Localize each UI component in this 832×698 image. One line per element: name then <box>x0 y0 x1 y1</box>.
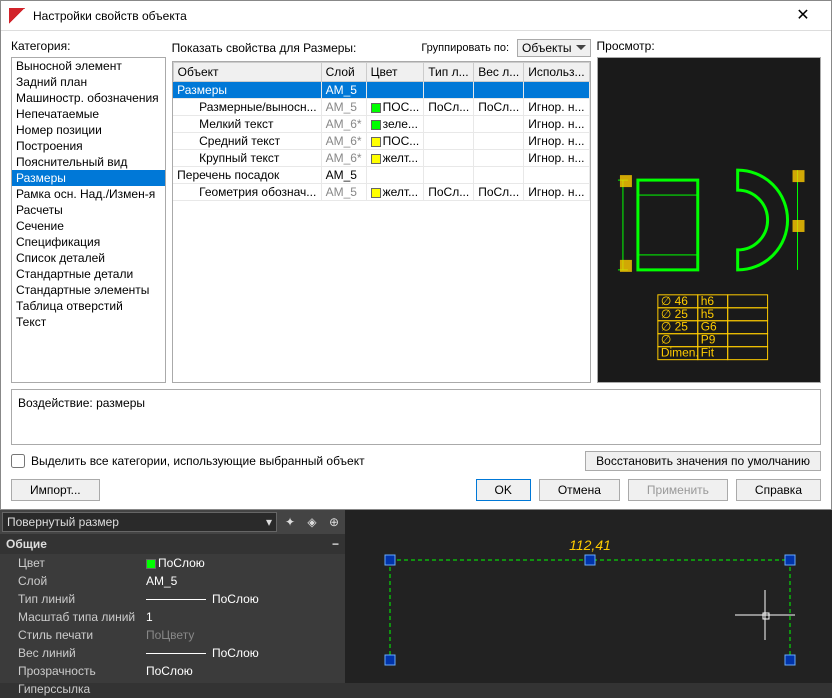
palette-row[interactable]: Масштаб типа линий1 <box>0 608 345 626</box>
help-button[interactable]: Справка <box>736 479 821 501</box>
svg-text:∅ 25: ∅ 25 <box>660 320 687 334</box>
group-by-select[interactable]: Объекты <box>517 39 591 57</box>
grid-row[interactable]: Геометрия обознач...AM_5желт...ПоСл...По… <box>173 184 589 201</box>
impact-box: Воздействие: размеры <box>11 389 821 445</box>
palette-object-select[interactable]: Повернутый размер ▾ <box>2 512 277 532</box>
app-icon <box>9 8 25 24</box>
category-item[interactable]: Спецификация <box>12 234 165 250</box>
palette-row[interactable]: Стиль печатиПоЦвету <box>0 626 345 644</box>
category-item[interactable]: Рамка осн. Над./Измен-я <box>12 186 165 202</box>
category-item[interactable]: Построения <box>12 138 165 154</box>
bottom-pane: Повернутый размер ▾ ✦ ◈ ⊕ Общие − ЦветПо… <box>0 510 832 683</box>
category-item[interactable]: Размеры <box>12 170 165 186</box>
category-item[interactable]: Номер позиции <box>12 122 165 138</box>
grid-column-header[interactable]: Слой <box>321 63 366 82</box>
svg-text:∅ 46: ∅ 46 <box>660 294 687 308</box>
grid-row[interactable]: Мелкий текстAM_6*зеле...Игнор. н... <box>173 116 589 133</box>
titlebar: Настройки свойств объекта ✕ <box>1 1 831 31</box>
preview-canvas: ∅ 46 h6 ∅ 25 h5 ∅ 25 G6 ∅ P9Dimen.Fit <box>597 57 821 383</box>
preview-column: Просмотр: ∅ <box>597 39 821 383</box>
svg-text:G6: G6 <box>700 320 716 334</box>
dialog-upper: Категория: Выносной элементЗадний планМа… <box>11 39 821 383</box>
palette-row[interactable]: ПрозрачностьПоСлою <box>0 662 345 680</box>
svg-text:∅ 25: ∅ 25 <box>660 307 687 321</box>
checkbox-row: Выделить все категории, использующие выб… <box>11 451 821 471</box>
svg-text:∅: ∅ <box>660 333 670 347</box>
show-properties-label: Показать свойства для Размеры: <box>172 41 357 55</box>
drawing-viewport[interactable]: 112,41 <box>345 510 832 683</box>
category-item[interactable]: Машиностр. обозначения <box>12 90 165 106</box>
grid-row[interactable]: Перечень посадокAM_5 <box>173 167 589 184</box>
dialog-button-row: Импорт... OK Отмена Применить Справка <box>11 471 821 501</box>
grid-column-header[interactable]: Объект <box>173 63 321 82</box>
category-item[interactable]: Таблица отверстий <box>12 298 165 314</box>
ok-button[interactable]: OK <box>476 479 531 501</box>
select-objects-icon[interactable]: ◈ <box>301 511 323 533</box>
close-icon[interactable]: ✕ <box>783 2 823 30</box>
palette-row[interactable]: СлойAM_5 <box>0 572 345 590</box>
apply-button[interactable]: Применить <box>628 479 728 501</box>
svg-text:h6: h6 <box>700 294 714 308</box>
grid-row[interactable]: Средний текстAM_6*ПОС...Игнор. н... <box>173 133 589 150</box>
category-item[interactable]: Выносной элемент <box>12 58 165 74</box>
svg-text:h5: h5 <box>700 307 714 321</box>
grid-column-header[interactable]: Тип л... <box>424 63 474 82</box>
category-item[interactable]: Стандартные элементы <box>12 282 165 298</box>
dialog-body: Категория: Выносной элементЗадний планМа… <box>1 31 831 509</box>
svg-text:Dimen.: Dimen. <box>660 346 698 360</box>
category-item[interactable]: Пояснительный вид <box>12 154 165 170</box>
palette-row[interactable]: ЦветПоСлою <box>0 554 345 572</box>
category-item[interactable]: Расчеты <box>12 202 165 218</box>
palette-row[interactable]: Тип линийПоСлою <box>0 590 345 608</box>
collapse-icon: − <box>332 537 339 551</box>
quick-select-icon[interactable]: ✦ <box>279 511 301 533</box>
palette-group-general[interactable]: Общие − <box>0 534 345 554</box>
category-item[interactable]: Стандартные детали <box>12 266 165 282</box>
category-label: Категория: <box>11 39 166 53</box>
properties-palette: Повернутый размер ▾ ✦ ◈ ⊕ Общие − ЦветПо… <box>0 510 345 683</box>
grid-row[interactable]: Размерные/выносн...AM_5ПОС...ПоСл...ПоСл… <box>173 99 589 116</box>
highlight-all-label: Выделить все категории, использующие выб… <box>31 454 365 468</box>
category-item[interactable]: Непечатаемые <box>12 106 165 122</box>
grid-row[interactable]: Крупный текстAM_6*желт...Игнор. н... <box>173 150 589 167</box>
category-item[interactable]: Сечение <box>12 218 165 234</box>
grid-column-header[interactable]: Использ... <box>524 63 589 82</box>
palette-row[interactable]: Вес линийПоСлою <box>0 644 345 662</box>
grid-column-header[interactable]: Цвет <box>366 63 424 82</box>
highlight-all-checkbox[interactable] <box>11 454 25 468</box>
object-settings-dialog: Настройки свойств объекта ✕ Категория: В… <box>0 0 832 510</box>
property-grid[interactable]: ОбъектСлойЦветТип л...Вес л...Использ...… <box>172 61 591 383</box>
grid-row[interactable]: РазмерыAM_5 <box>173 82 589 99</box>
svg-text:P9: P9 <box>700 333 715 347</box>
middle-column: Показать свойства для Размеры: Группиров… <box>172 39 591 383</box>
grid-column-header[interactable]: Вес л... <box>474 63 524 82</box>
category-item[interactable]: Список деталей <box>12 250 165 266</box>
cancel-button[interactable]: Отмена <box>539 479 620 501</box>
svg-text:Fit: Fit <box>700 346 714 360</box>
preview-label: Просмотр: <box>597 39 821 53</box>
chevron-down-icon: ▾ <box>266 515 272 529</box>
group-by-label: Группировать по: <box>421 42 509 54</box>
restore-defaults-button[interactable]: Восстановить значения по умолчанию <box>585 451 821 471</box>
toggle-pim-icon[interactable]: ⊕ <box>323 511 345 533</box>
import-button[interactable]: Импорт... <box>11 479 100 501</box>
category-item[interactable]: Текст <box>12 314 165 330</box>
middle-header: Показать свойства для Размеры: Группиров… <box>172 39 591 57</box>
category-list[interactable]: Выносной элементЗадний планМашиностр. об… <box>11 57 166 383</box>
category-item[interactable]: Задний план <box>12 74 165 90</box>
dimension-value: 112,41 <box>569 537 611 553</box>
palette-header: Повернутый размер ▾ ✦ ◈ ⊕ <box>0 510 345 534</box>
category-column: Категория: Выносной элементЗадний планМа… <box>11 39 166 383</box>
dialog-title: Настройки свойств объекта <box>33 9 783 23</box>
impact-label: Воздействие: размеры <box>18 396 145 410</box>
